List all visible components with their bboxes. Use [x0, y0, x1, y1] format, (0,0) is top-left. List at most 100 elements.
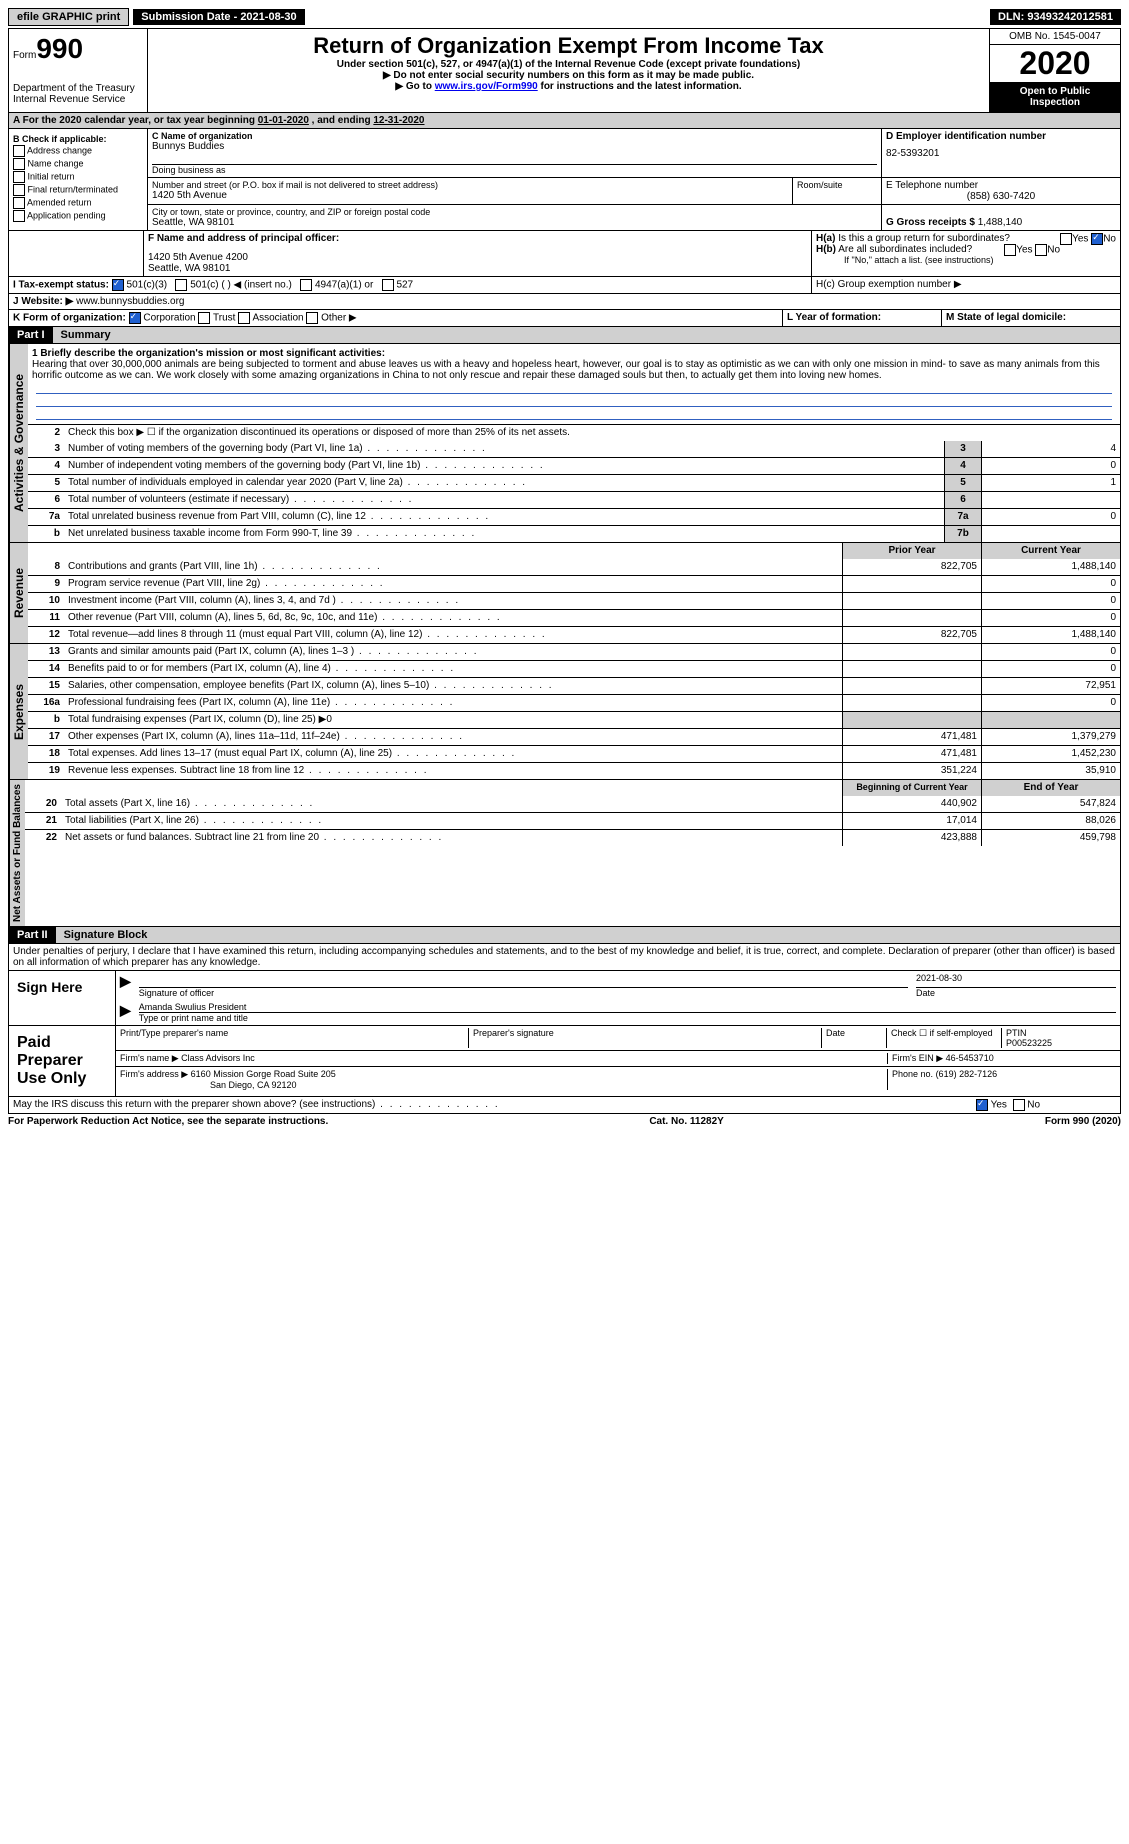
room-suite: Room/suite — [792, 178, 881, 204]
expenses-section: Expenses 13Grants and similar amounts pa… — [8, 644, 1121, 780]
chk-assoc[interactable] — [238, 312, 250, 324]
officer-addr2: Seattle, WA 98101 — [148, 263, 807, 274]
website-cell: J Website: ▶ www.bunnysbuddies.org — [9, 294, 1120, 309]
hb-note: If "No," attach a list. (see instruction… — [816, 255, 1116, 265]
chk-final[interactable]: Final return/terminated — [13, 184, 143, 196]
ha-no[interactable]: No — [1103, 234, 1116, 245]
chk-501c3[interactable] — [112, 279, 124, 291]
line-22: 22Net assets or fund balances. Subtract … — [25, 829, 1120, 846]
sign-here-label: Sign Here — [9, 971, 116, 1025]
subtitle-1: Under section 501(c), 527, or 4947(a)(1)… — [152, 59, 985, 70]
tax-period-row: A For the 2020 calendar year, or tax yea… — [8, 113, 1121, 129]
line-11: 11Other revenue (Part VIII, column (A), … — [28, 609, 1120, 626]
form-word: Form — [13, 50, 36, 61]
firm-ein: 46-5453710 — [946, 1053, 994, 1063]
part2-header-row: Part II Signature Block — [8, 927, 1121, 944]
footer-right: Form 990 (2020) — [1045, 1116, 1121, 1127]
subtitle-3: ▶ Go to www.irs.gov/Form990 for instruct… — [152, 81, 985, 92]
efile-button[interactable]: efile GRAPHIC print — [8, 8, 129, 26]
sign-here-section: Sign Here ▶ Signature of officer 2021-08… — [8, 971, 1121, 1026]
firm-ein-label: Firm's EIN ▶ — [892, 1053, 943, 1063]
line-8: 8Contributions and grants (Part VIII, li… — [28, 559, 1120, 575]
city-value: Seattle, WA 98101 — [152, 217, 877, 228]
top-bar: efile GRAPHIC print Submission Date - 20… — [8, 8, 1121, 26]
chk-other[interactable] — [306, 312, 318, 324]
form-header: Form990 Department of the Treasury Inter… — [8, 28, 1121, 113]
open-to-public: Open to Public Inspection — [990, 82, 1120, 112]
net-header: Beginning of Current Year End of Year — [25, 780, 1120, 796]
mission-block: 1 Briefly describe the organization's mi… — [28, 344, 1120, 424]
ein-label: D Employer identification number — [886, 131, 1116, 142]
chk-4947[interactable] — [300, 279, 312, 291]
website-label: J Website: ▶ — [13, 296, 73, 307]
officer-name: Amanda Swulius President — [139, 1002, 1116, 1013]
gross-cell: G Gross receipts $ 1,488,140 — [881, 205, 1120, 230]
gross-label: G Gross receipts $ — [886, 217, 975, 228]
gross-value: 1,488,140 — [978, 217, 1023, 228]
k-assoc: Association — [252, 313, 303, 324]
goto-post: for instructions and the latest informat… — [538, 81, 742, 92]
k-trust: Trust — [213, 313, 235, 324]
revenue-section: Revenue Prior Year Current Year 8Contrib… — [8, 543, 1121, 644]
chk-corp[interactable] — [129, 312, 141, 324]
k-corp: Corporation — [143, 313, 195, 324]
discuss-yes[interactable] — [976, 1099, 988, 1111]
line-20: 20Total assets (Part X, line 16)440,9025… — [25, 796, 1120, 812]
street-address: 1420 5th Avenue — [152, 190, 788, 201]
527: 527 — [396, 280, 413, 291]
line-18: 18Total expenses. Add lines 13–17 (must … — [28, 745, 1120, 762]
chk-pending[interactable]: Application pending — [13, 210, 143, 222]
gov-line-4: 4Number of independent voting members of… — [28, 457, 1120, 474]
k-label: K Form of organization: — [13, 313, 126, 324]
chk-name[interactable]: Name change — [13, 158, 143, 170]
firm-addr1: 6160 Mission Gorge Road Suite 205 — [191, 1069, 336, 1079]
phone-cell: E Telephone number (858) 630-7420 — [881, 178, 1120, 204]
city-cell: City or town, state or province, country… — [148, 205, 881, 230]
governance-section: Activities & Governance 1 Briefly descri… — [8, 344, 1121, 543]
netassets-section: Net Assets or Fund Balances Beginning of… — [8, 780, 1121, 927]
prep-phone: (619) 282-7126 — [936, 1069, 998, 1079]
irs-link[interactable]: www.irs.gov/Form990 — [435, 81, 538, 92]
period-mid: , and ending — [312, 115, 374, 126]
hb-yes[interactable]: Yes — [1016, 245, 1032, 256]
line-21: 21Total liabilities (Part X, line 26)17,… — [25, 812, 1120, 829]
footer: For Paperwork Reduction Act Notice, see … — [8, 1114, 1121, 1129]
line-12: 12Total revenue—add lines 8 through 11 (… — [28, 626, 1120, 643]
website-value: www.bunnysbuddies.org — [76, 296, 184, 307]
box-b-title: B Check if applicable: — [13, 134, 143, 144]
line-17: 17Other expenses (Part IX, column (A), l… — [28, 728, 1120, 745]
phone-label: E Telephone number — [886, 180, 1116, 191]
col-prior: Prior Year — [842, 543, 981, 559]
prep-phone-label: Phone no. — [892, 1069, 933, 1079]
check-self[interactable]: Check ☐ if self-employed — [887, 1028, 1002, 1048]
firm-addr2: San Diego, CA 92120 — [120, 1080, 297, 1090]
header-mid: Return of Organization Exempt From Incom… — [148, 29, 989, 112]
chk-527[interactable] — [382, 279, 394, 291]
chk-amended[interactable]: Amended return — [13, 197, 143, 209]
addr-row: Number and street (or P.O. box if mail i… — [148, 178, 881, 204]
ha-yes[interactable]: Yes — [1072, 234, 1088, 245]
period-end: 12-31-2020 — [373, 115, 424, 126]
discuss-no[interactable] — [1013, 1099, 1025, 1111]
part2-header: Part II — [9, 927, 56, 943]
form-title: Return of Organization Exempt From Incom… — [152, 33, 985, 59]
firm-name: Class Advisors Inc — [181, 1053, 255, 1063]
header-right: OMB No. 1545-0047 2020 Open to Public In… — [989, 29, 1120, 112]
j-row: J Website: ▶ www.bunnysbuddies.org — [8, 294, 1121, 310]
line2-label: Check this box ▶ ☐ if the organization d… — [64, 425, 1120, 441]
chk-initial[interactable]: Initial return — [13, 171, 143, 183]
firm-addr-label: Firm's address ▶ — [120, 1069, 188, 1079]
hb-no[interactable]: No — [1047, 245, 1060, 256]
chk-trust[interactable] — [198, 312, 210, 324]
box-b: B Check if applicable: Address change Na… — [9, 129, 148, 230]
sign-body: ▶ Signature of officer 2021-08-30 Date ▶… — [116, 971, 1120, 1025]
gov-line-7a: 7aTotal unrelated business revenue from … — [28, 508, 1120, 525]
chk-address[interactable]: Address change — [13, 145, 143, 157]
officer-addr1: 1420 5th Avenue 4200 — [148, 252, 807, 263]
i-row: I Tax-exempt status: 501(c)(3) 501(c) ( … — [8, 277, 1121, 294]
tax-exempt-status: I Tax-exempt status: 501(c)(3) 501(c) ( … — [9, 277, 812, 293]
col-end: End of Year — [981, 780, 1120, 796]
city-label: City or town, state or province, country… — [152, 207, 877, 217]
declaration: Under penalties of perjury, I declare th… — [8, 944, 1121, 971]
chk-501c[interactable] — [175, 279, 187, 291]
